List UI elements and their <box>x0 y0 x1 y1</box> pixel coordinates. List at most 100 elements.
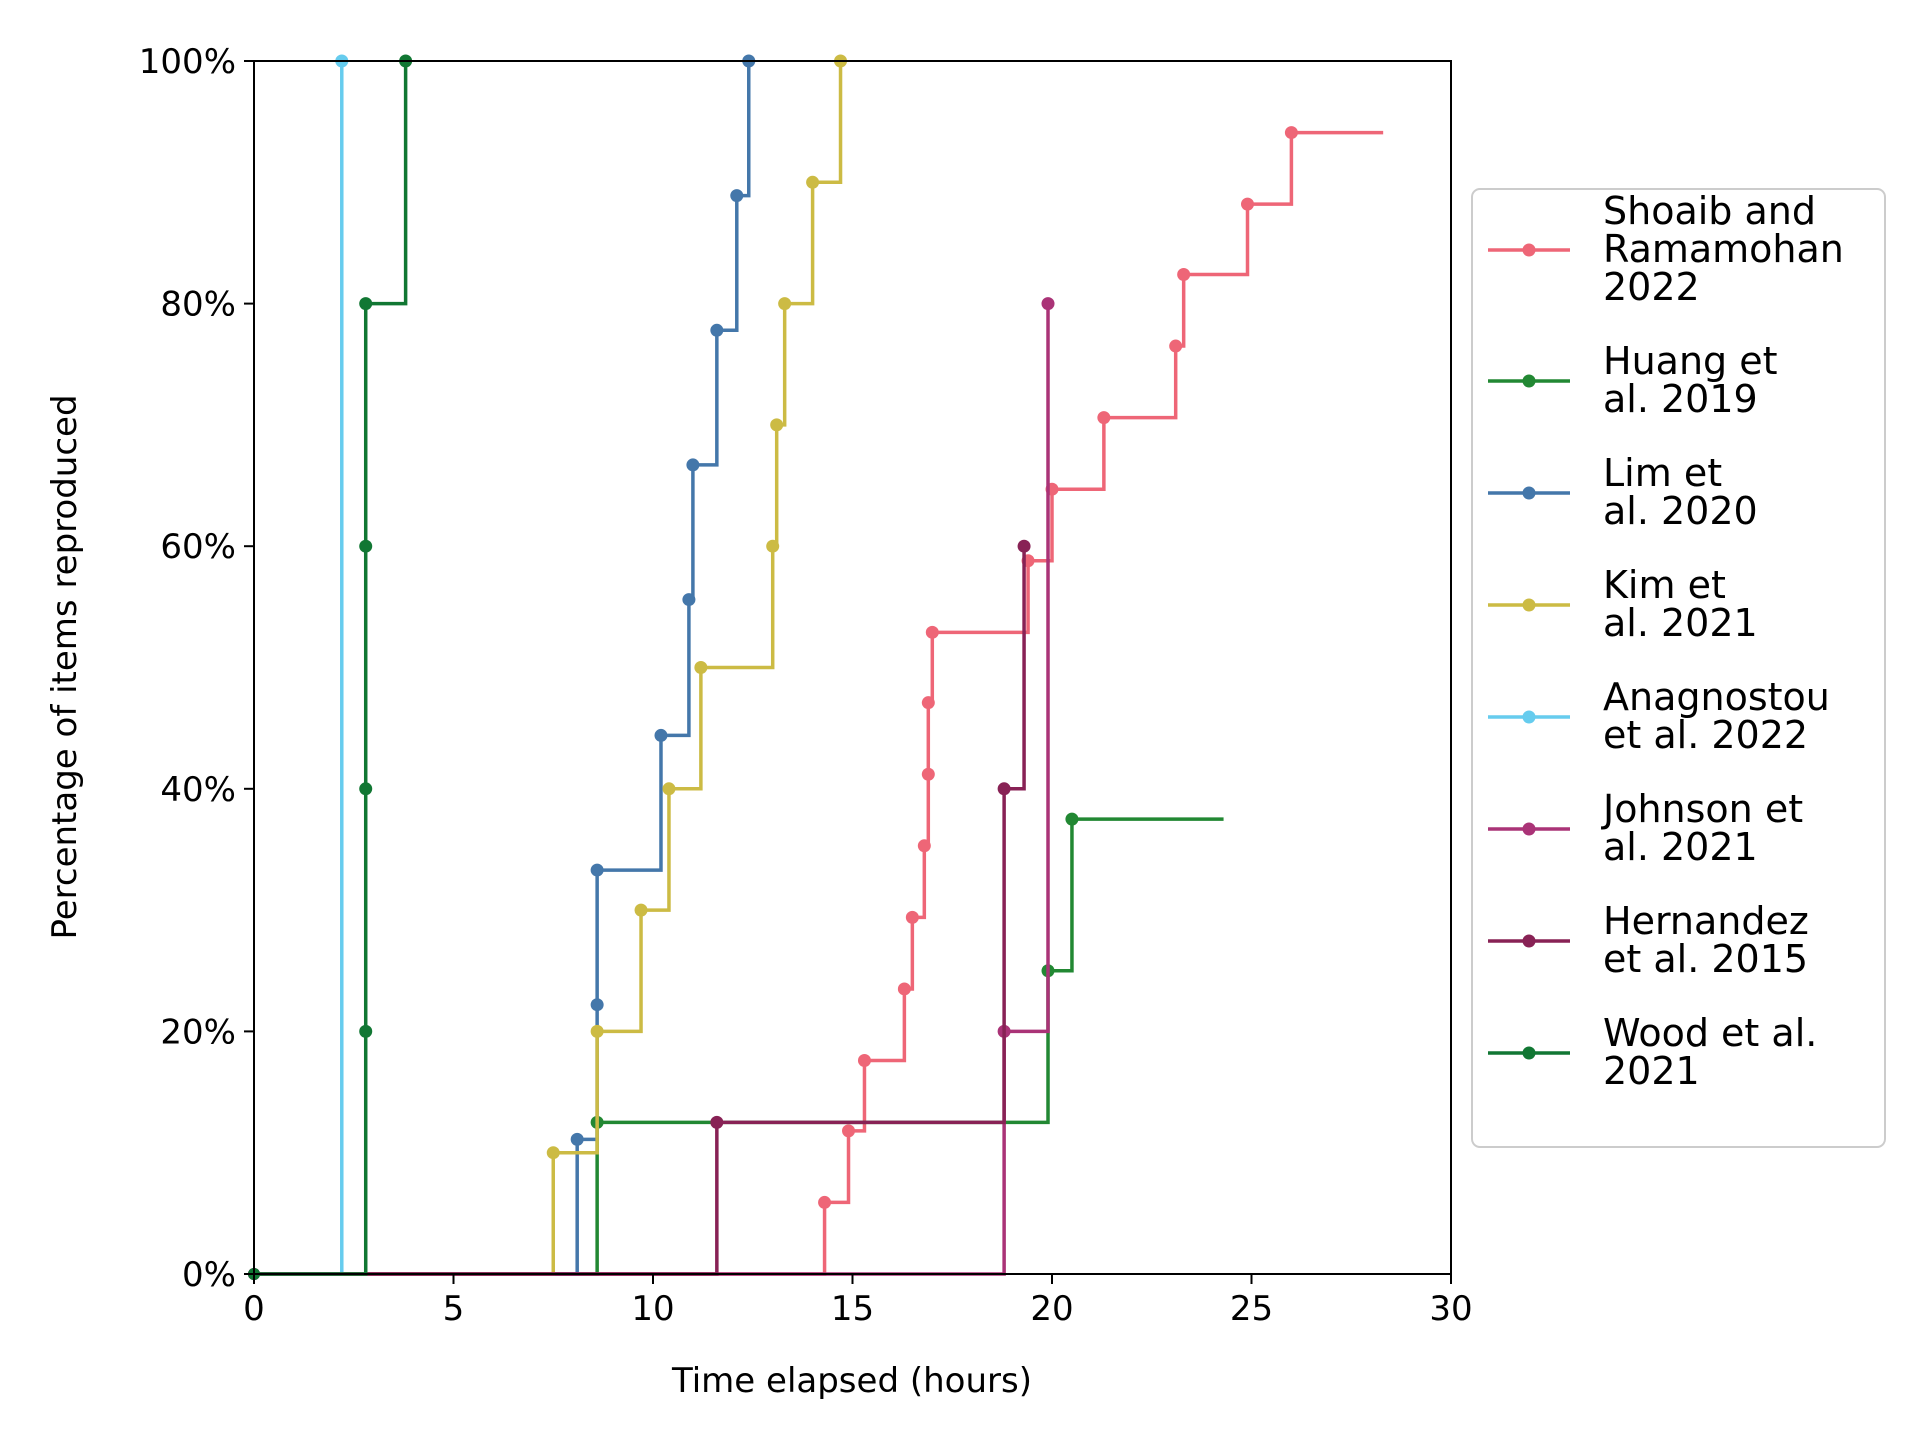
data-point <box>686 458 700 472</box>
legend-label: Johnson et <box>1601 787 1803 831</box>
y-tick-label: 0% <box>182 1255 236 1295</box>
data-point <box>770 418 784 432</box>
x-tick-label: 15 <box>831 1289 874 1329</box>
y-tick-label: 20% <box>160 1012 236 1052</box>
data-point <box>806 175 820 189</box>
data-point <box>1065 812 1079 826</box>
data-point <box>905 910 919 924</box>
legend-label: Wood et al. <box>1603 1011 1817 1055</box>
series-line <box>254 61 751 1276</box>
y-tick-label: 60% <box>160 527 236 567</box>
x-tick-label: 10 <box>631 1289 674 1329</box>
data-point <box>921 767 935 781</box>
legend-label: Kim et <box>1603 563 1726 607</box>
data-point <box>710 1115 724 1129</box>
x-axis-title: Time elapsed (hours) <box>671 1361 1032 1401</box>
data-point <box>778 297 792 311</box>
data-point <box>997 782 1011 796</box>
data-point <box>1017 539 1031 553</box>
data-point <box>1177 267 1191 281</box>
legend-label: Lim et <box>1603 451 1722 495</box>
y-tick-label: 80% <box>160 285 236 325</box>
data-point <box>842 1124 856 1138</box>
series-3 <box>248 54 848 1280</box>
legend-swatch-dot <box>1522 822 1536 836</box>
legend-entry: Wood et al.2021 <box>1488 1011 1817 1093</box>
legend-label: 2021 <box>1603 1049 1700 1093</box>
x-tick-label: 5 <box>443 1289 465 1329</box>
axes-ticks: 0 5 10 15 20 25 30 0% 20% 40% 60% 80% 100% <box>139 42 1473 1329</box>
data-point <box>570 1132 584 1146</box>
legend-label: Hernandez <box>1603 899 1809 943</box>
legend-label: al. 2021 <box>1603 825 1758 869</box>
x-tick-label: 0 <box>243 1289 265 1329</box>
legend-swatch-dot <box>1522 934 1536 948</box>
legend-swatch-dot <box>1522 486 1536 500</box>
legend-swatch-dot <box>1522 1046 1536 1060</box>
legend-label: Anagnostou <box>1603 675 1830 719</box>
x-tick-label: 20 <box>1030 1289 1073 1329</box>
legend-label: al. 2021 <box>1603 601 1758 645</box>
series-line <box>254 61 344 1276</box>
series-2 <box>248 54 756 1280</box>
data-point <box>590 863 604 877</box>
legend-label: Huang et <box>1603 339 1778 383</box>
series-line <box>254 817 1224 1276</box>
data-point <box>359 1024 373 1038</box>
series-1 <box>248 812 1224 1280</box>
legend-label: et al. 2015 <box>1603 937 1808 981</box>
data-point <box>925 625 939 639</box>
x-tick-label: 30 <box>1429 1289 1472 1329</box>
series-layer <box>248 54 1384 1280</box>
y-tick-label: 100% <box>139 42 236 82</box>
legend-swatch-dot <box>1522 374 1536 388</box>
data-point <box>590 1024 604 1038</box>
data-point <box>359 539 373 553</box>
data-point <box>694 661 708 674</box>
data-point <box>654 728 668 742</box>
y-tick-label: 40% <box>160 770 236 810</box>
legend-box <box>1471 188 1886 1148</box>
legend-label: Shoaib and <box>1603 189 1816 233</box>
data-point <box>917 839 931 853</box>
data-point <box>682 593 696 607</box>
data-point <box>1169 339 1183 353</box>
legend-label: al. 2019 <box>1603 377 1758 421</box>
series-line <box>254 61 408 1276</box>
data-point <box>546 1146 560 1160</box>
data-point <box>1284 126 1298 140</box>
legend-swatch-dot <box>1522 710 1536 724</box>
data-point <box>1241 197 1255 211</box>
data-point <box>662 782 676 796</box>
series-7 <box>248 54 413 1280</box>
data-point <box>730 189 744 203</box>
data-point <box>921 696 935 710</box>
legend-label: et al. 2022 <box>1603 713 1808 757</box>
legend-label: 2022 <box>1603 265 1700 309</box>
series-4 <box>248 54 349 1280</box>
legend-label: al. 2020 <box>1603 489 1758 533</box>
x-tick-label: 25 <box>1230 1289 1273 1329</box>
data-point <box>710 323 724 337</box>
series-0 <box>248 126 1384 1280</box>
data-point <box>766 539 780 553</box>
data-point <box>359 782 373 796</box>
data-point <box>818 1195 832 1209</box>
legend-swatch-dot <box>1522 598 1536 612</box>
legend-label: Ramamohan <box>1603 227 1844 271</box>
plot-frame <box>253 60 1452 1275</box>
data-point <box>857 1054 871 1068</box>
data-point <box>1097 411 1111 425</box>
legend-swatch-dot <box>1522 243 1536 257</box>
data-point <box>359 297 373 311</box>
data-point <box>590 998 604 1012</box>
